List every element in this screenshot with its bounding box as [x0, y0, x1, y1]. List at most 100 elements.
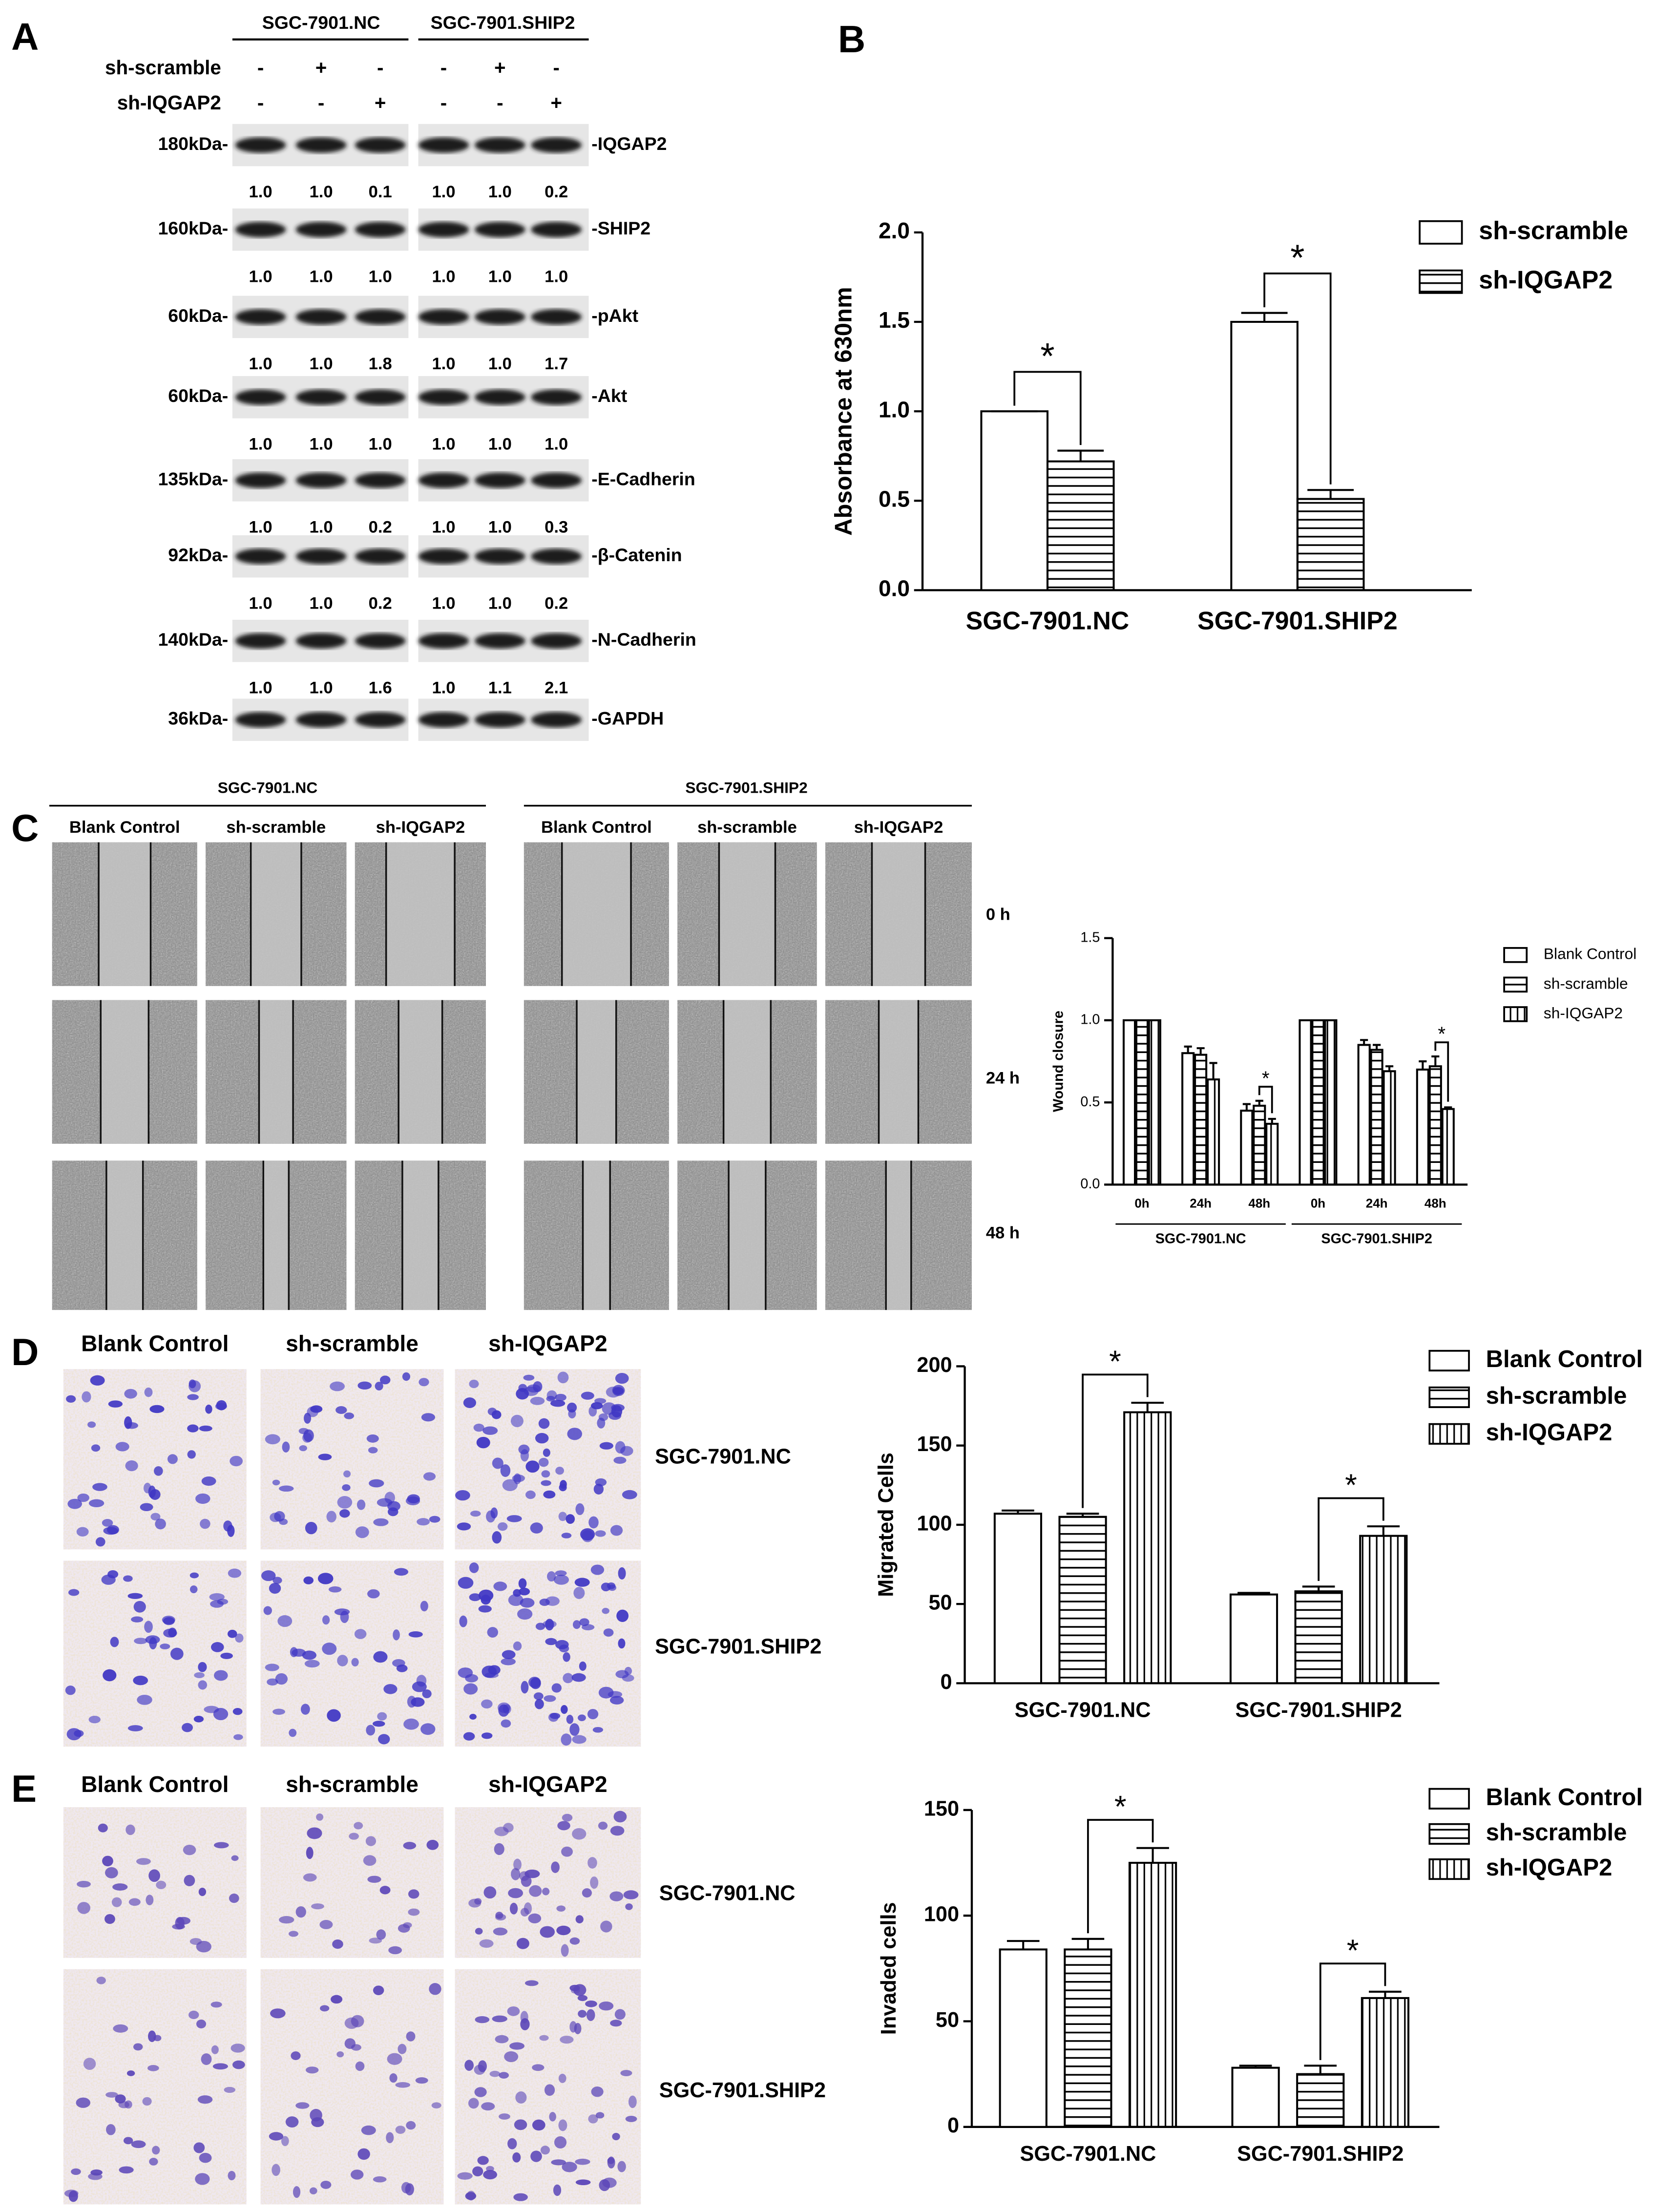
cell	[620, 2070, 632, 2077]
cell	[618, 1638, 626, 1649]
legend-label: sh-scramble	[1479, 217, 1628, 245]
cell	[572, 1828, 587, 1840]
cell	[228, 2170, 236, 2181]
cell	[479, 1939, 494, 1948]
treatment-label: sh-scramble	[105, 56, 221, 79]
group-header: SGC-7901.NC	[218, 779, 318, 796]
y-tick-label: 1.0	[1080, 1012, 1100, 1028]
cell	[167, 1454, 178, 1464]
blot-band	[235, 222, 286, 237]
cell	[487, 1627, 499, 1638]
blot-band	[418, 309, 469, 325]
cell	[524, 1869, 540, 1878]
bar	[1181, 1052, 1195, 1186]
error-bar	[1302, 1585, 1335, 1592]
cell	[357, 2148, 370, 2160]
cell	[525, 1460, 540, 1473]
cell	[272, 1577, 282, 1584]
y-axis-label: Migrated Cells	[874, 1453, 898, 1597]
blot-band	[531, 137, 582, 153]
group-header: SGC-7901.SHIP2	[685, 779, 807, 796]
band-ratio: 1.0	[310, 678, 333, 697]
cell	[554, 2136, 567, 2149]
legend-swatch	[1428, 1349, 1470, 1371]
band-ratio: 1.0	[432, 435, 455, 453]
cell	[474, 2065, 485, 2075]
cell	[481, 2102, 495, 2111]
cell	[103, 1669, 117, 1682]
cell	[394, 1568, 409, 1576]
cell	[412, 1681, 427, 1692]
band-ratio: 0.2	[545, 594, 568, 612]
bar	[1122, 1019, 1136, 1186]
cell	[509, 2042, 525, 2050]
significance-star: *	[1290, 237, 1304, 278]
cell	[193, 1715, 204, 1723]
cell	[267, 1678, 278, 1686]
wound-gap	[577, 1000, 616, 1144]
cell	[550, 1400, 566, 1407]
treatment-sign: +	[375, 91, 386, 114]
cell	[127, 1725, 143, 1731]
cell	[342, 1484, 351, 1491]
cell	[201, 2053, 212, 2065]
band-ratio: 1.0	[488, 518, 512, 537]
y-tick-label: 1.0	[879, 397, 910, 422]
cell	[66, 1728, 82, 1741]
bar	[1058, 1516, 1107, 1685]
band-ratio: 1.0	[310, 435, 333, 453]
cell	[612, 2132, 620, 2141]
cell	[379, 1886, 391, 1895]
cell	[516, 1938, 529, 1949]
cell	[610, 1525, 623, 1536]
cell	[533, 1381, 543, 1392]
cell	[492, 1457, 503, 1469]
band-ratio: 1.0	[249, 183, 272, 201]
cell	[229, 1894, 239, 1903]
cell	[279, 1916, 294, 1924]
y-tick-label: 50	[928, 1591, 952, 1615]
time-label: 24 h	[986, 1069, 1020, 1087]
protein-name: -Akt	[591, 385, 627, 406]
blot-band	[474, 222, 525, 237]
cell	[618, 1567, 626, 1580]
cell	[593, 1483, 604, 1495]
legend-label: sh-scramble	[1486, 1383, 1627, 1409]
cell	[131, 1616, 144, 1622]
error-bar	[1385, 1065, 1394, 1072]
blot-band	[235, 633, 286, 649]
bar	[1294, 1590, 1343, 1685]
cell	[189, 1380, 201, 1392]
cell	[215, 1403, 227, 1410]
cell	[406, 2121, 416, 2130]
band-ratio: 1.0	[310, 355, 333, 373]
cell	[512, 2152, 521, 2163]
cell	[561, 1705, 568, 1714]
micrograph-noise	[260, 1969, 444, 2205]
cell	[558, 2073, 566, 2083]
band-ratio: 0.2	[369, 518, 392, 537]
cell	[457, 2172, 473, 2180]
cell	[265, 1664, 279, 1671]
cell	[422, 1689, 432, 1699]
cell	[429, 1983, 441, 1995]
cell	[193, 2142, 205, 2153]
cell	[556, 1925, 571, 1936]
x-tick-label: SGC-7901.NC	[966, 607, 1130, 635]
cell	[115, 2094, 126, 2104]
cell	[67, 1498, 82, 1509]
band-ratio: 1.0	[249, 678, 272, 697]
cell	[549, 2112, 556, 2122]
blot-band	[295, 389, 347, 405]
cell	[402, 1372, 411, 1381]
cell	[395, 2082, 411, 2088]
treatment-sign: +	[550, 91, 562, 114]
cell	[133, 1675, 148, 1685]
bar	[1296, 2073, 1345, 2128]
blot-band	[418, 712, 469, 728]
cell	[156, 1880, 167, 1890]
wound-gap	[562, 842, 631, 986]
cell	[530, 2150, 542, 2162]
cell	[343, 1470, 351, 1477]
error-bar	[1431, 1055, 1440, 1067]
